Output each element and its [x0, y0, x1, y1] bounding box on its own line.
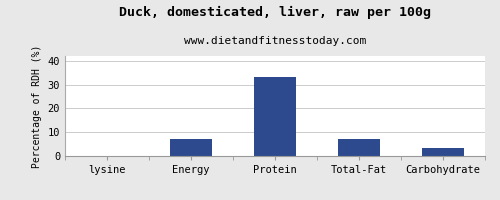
Bar [338, 139, 380, 156]
Y-axis label: Percentage of RDH (%): Percentage of RDH (%) [32, 44, 42, 168]
Text: www.dietandfitnesstoday.com: www.dietandfitnesstoday.com [184, 36, 366, 46]
Bar [254, 77, 296, 156]
Bar [422, 148, 464, 156]
Bar [170, 139, 212, 156]
Text: Duck, domesticated, liver, raw per 100g: Duck, domesticated, liver, raw per 100g [119, 6, 431, 19]
